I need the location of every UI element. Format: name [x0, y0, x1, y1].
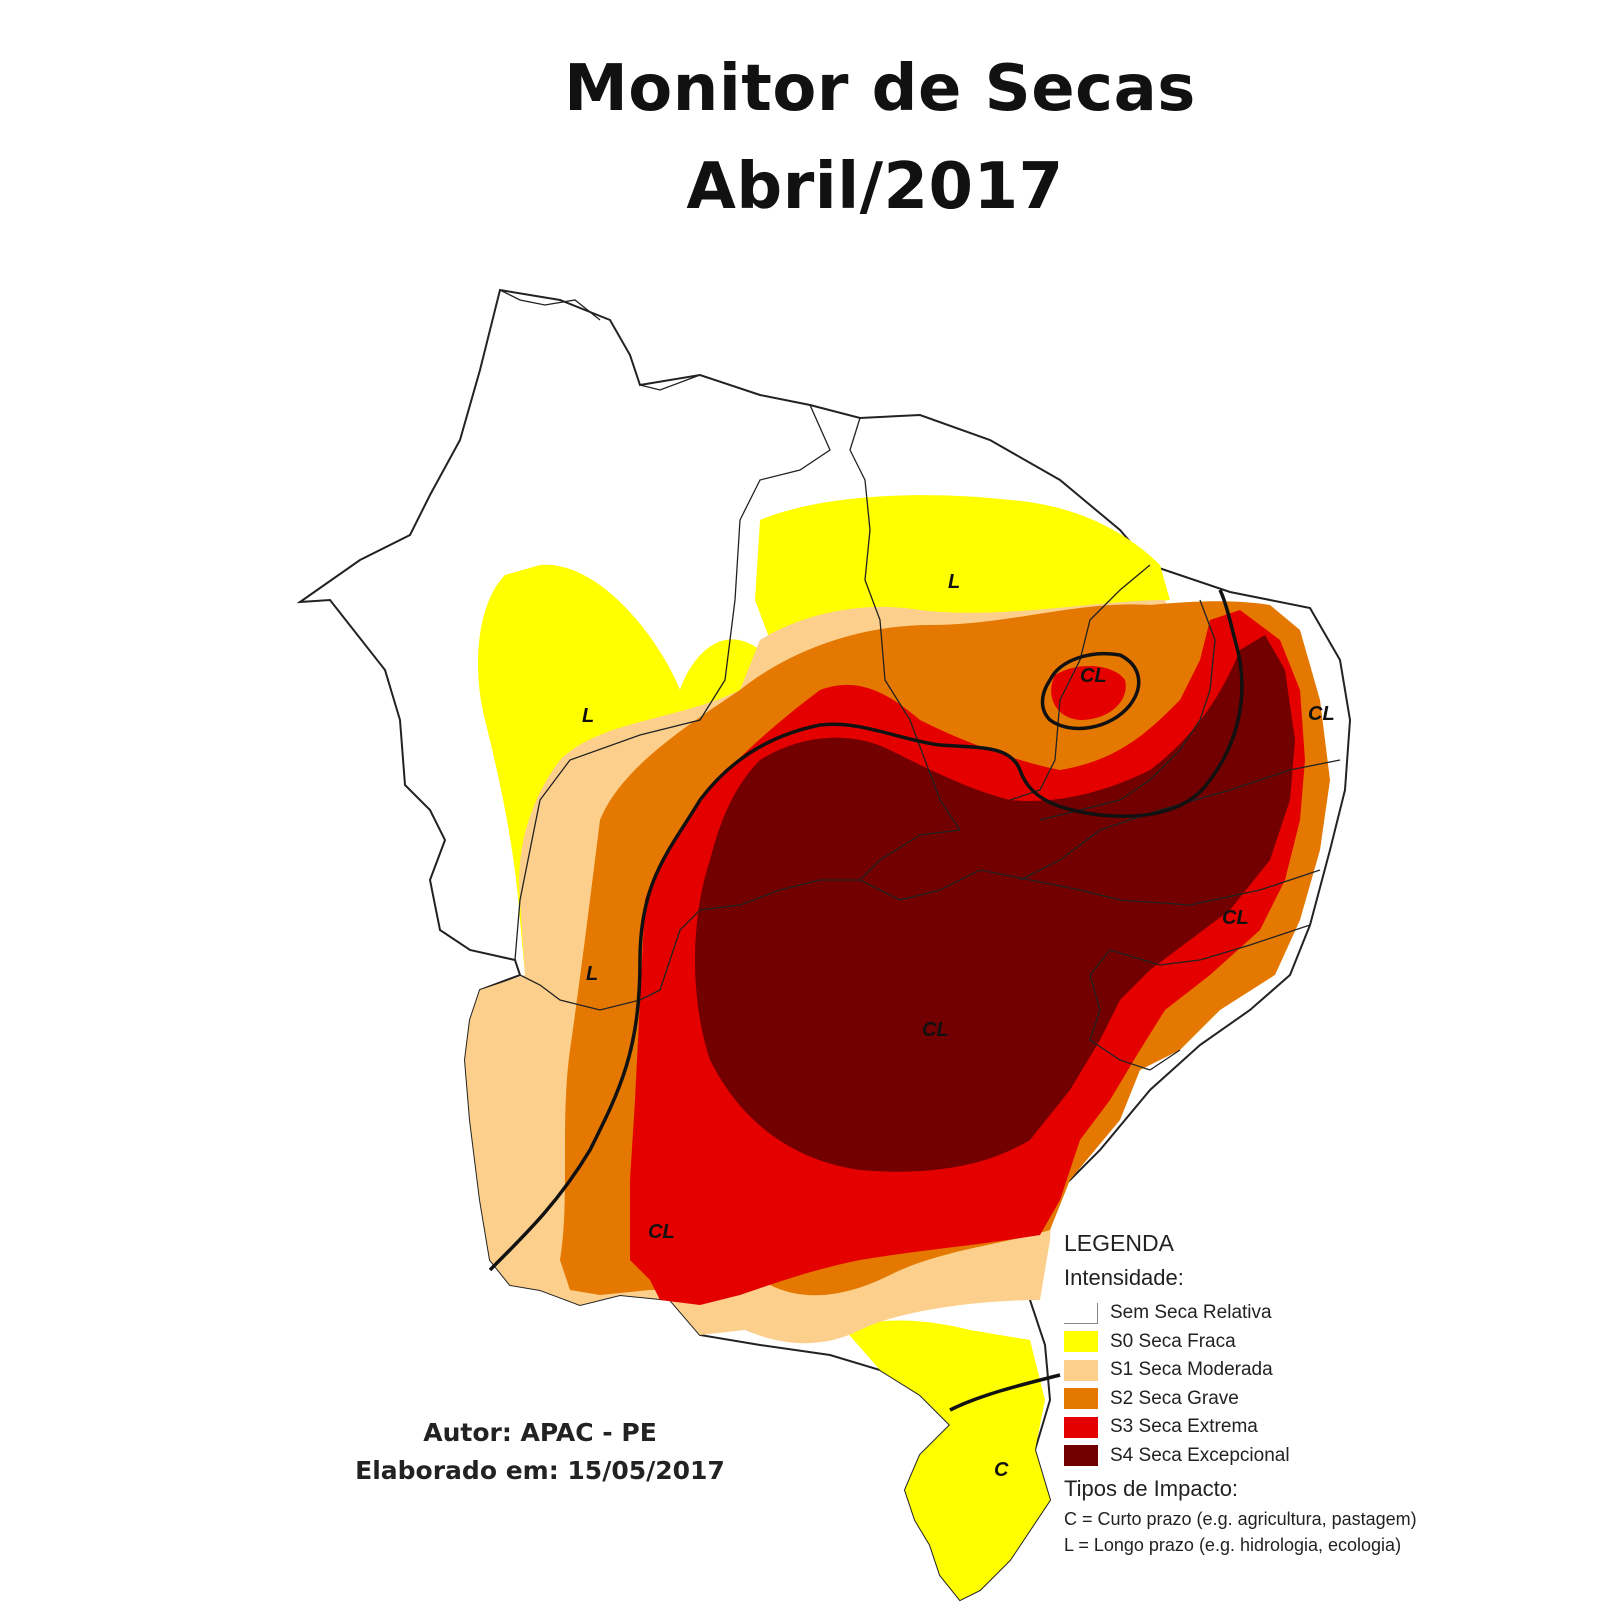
map-label: CL	[1080, 665, 1107, 687]
map-label: L	[586, 963, 598, 985]
legend-title: LEGENDA	[1064, 1230, 1417, 1257]
map-label: CL	[922, 1019, 949, 1041]
legend-label: Sem Seca Relativa	[1110, 1302, 1272, 1324]
legend-label: S0 Seca Fraca	[1110, 1331, 1236, 1353]
legend-swatch	[1064, 1388, 1098, 1409]
legend-label: S4 Seca Excepcional	[1110, 1445, 1290, 1467]
zone-s0-south	[845, 1321, 1050, 1600]
legend-intensity-title: Intensidade:	[1064, 1265, 1417, 1291]
legend-label: S1 Seca Moderada	[1110, 1359, 1273, 1381]
legend-item: S2 Seca Grave	[1064, 1385, 1417, 1414]
legend-item: S0 Seca Fraca	[1064, 1328, 1417, 1357]
map-label: CL	[1308, 703, 1335, 725]
map-label: C	[994, 1459, 1009, 1481]
map-label: L	[948, 571, 960, 593]
legend-item: S4 Seca Excepcional	[1064, 1442, 1417, 1471]
legend-label: S2 Seca Grave	[1110, 1388, 1239, 1410]
map-label: CL	[1222, 907, 1249, 929]
legend-swatch	[1064, 1445, 1098, 1466]
legend-swatch	[1064, 1331, 1098, 1352]
legend-item: S3 Seca Extrema	[1064, 1413, 1417, 1442]
legend-swatch	[1064, 1303, 1098, 1324]
legend-swatch	[1064, 1417, 1098, 1438]
legend-item: Sem Seca Relativa	[1064, 1299, 1417, 1328]
impact-short: C = Curto prazo (e.g. agricultura, pasta…	[1064, 1506, 1417, 1532]
map-label: CL	[648, 1221, 675, 1243]
legend-item: S1 Seca Moderada	[1064, 1356, 1417, 1385]
legend: LEGENDA Intensidade: Sem Seca Relativa S…	[1064, 1230, 1417, 1558]
date-label: Elaborado em: 15/05/2017	[330, 1456, 750, 1485]
legend-swatch	[1064, 1360, 1098, 1381]
map-label: L	[582, 705, 594, 727]
legend-label: S3 Seca Extrema	[1110, 1416, 1258, 1438]
impact-title: Tipos de Impacto:	[1064, 1476, 1417, 1502]
impact-long: L = Longo prazo (e.g. hidrologia, ecolog…	[1064, 1532, 1417, 1558]
author-label: Autor: APAC - PE	[330, 1418, 750, 1447]
